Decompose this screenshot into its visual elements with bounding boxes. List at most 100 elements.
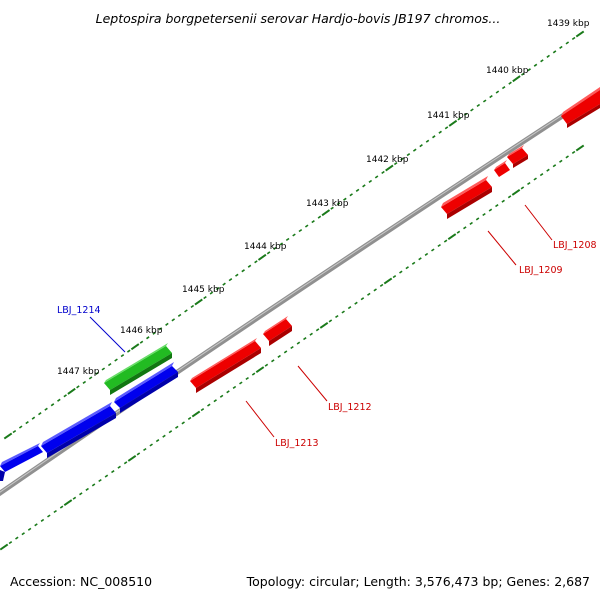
inner-minor-tick	[123, 461, 128, 465]
gene-label-LBJ_1213[interactable]: LBJ_1213	[275, 438, 319, 449]
inner-minor-tick	[27, 527, 32, 531]
inner-minor-tick	[181, 421, 185, 425]
outer-minor-tick	[177, 313, 182, 317]
inner-minor-tick	[463, 226, 467, 230]
inner-minor-tick	[488, 208, 493, 212]
inner-major-tick	[0, 543, 9, 551]
label-connector-LBJ_1212	[297, 365, 328, 402]
inner-minor-tick	[399, 270, 403, 274]
tick-label-1441: 1441 kbp	[427, 111, 470, 121]
gene-blue-1[interactable]	[0, 443, 43, 481]
inner-minor-tick	[539, 173, 544, 177]
inner-minor-tick	[277, 354, 281, 358]
outer-minor-tick	[444, 126, 449, 130]
outer-major-tick	[385, 164, 394, 172]
gene-label-LBJ_1212[interactable]: LBJ_1212	[328, 402, 372, 413]
gene-label-LBJ_1214[interactable]: LBJ_1214	[57, 305, 101, 316]
inner-minor-tick	[347, 306, 352, 310]
outer-minor-tick	[533, 63, 538, 67]
inner-minor-tick	[379, 283, 384, 287]
outer-minor-tick	[463, 112, 468, 116]
outer-minor-tick	[222, 282, 226, 286]
inner-minor-tick	[175, 425, 179, 429]
inner-minor-tick	[226, 390, 230, 394]
inner-minor-tick	[354, 301, 358, 305]
outer-minor-tick	[235, 273, 239, 277]
outer-major-tick	[67, 387, 76, 395]
inner-minor-tick	[424, 252, 429, 256]
outer-minor-tick	[419, 144, 423, 148]
inner-minor-tick	[443, 239, 448, 243]
outer-minor-tick	[31, 416, 36, 420]
inner-minor-tick	[251, 372, 256, 376]
gene-red-LBJ_1208[interactable]	[507, 145, 528, 168]
outer-minor-tick	[304, 224, 309, 228]
outer-major-tick	[448, 119, 458, 127]
gene-red-edge[interactable]	[561, 87, 600, 128]
outer-minor-tick	[476, 103, 481, 108]
outer-minor-tick	[228, 278, 233, 282]
map-title: Leptospira borgpetersenii serovar Hardjo…	[96, 11, 501, 26]
label-connector-LBJ_1209	[487, 230, 517, 266]
outer-minor-tick	[489, 94, 493, 99]
outer-minor-tick	[12, 429, 17, 434]
outer-minor-tick	[114, 358, 118, 362]
inner-major-tick	[383, 277, 393, 285]
inner-minor-tick	[187, 416, 192, 420]
inner-major-tick	[127, 454, 137, 462]
gene-blue-2[interactable]	[41, 402, 116, 458]
inner-minor-tick	[495, 204, 499, 208]
gene-red-small-1[interactable]	[494, 160, 510, 177]
gene-label-LBJ_1209[interactable]: LBJ_1209	[519, 265, 563, 276]
inner-minor-tick	[91, 483, 96, 487]
outer-minor-tick	[355, 188, 360, 192]
inner-minor-tick	[482, 212, 486, 217]
inner-minor-tick	[213, 399, 217, 403]
inner-minor-tick	[507, 195, 512, 199]
inner-minor-tick	[143, 447, 147, 452]
gene-red-LBJ_1209[interactable]	[441, 176, 492, 219]
gene-red-LBJ_1212[interactable]	[263, 316, 292, 346]
outer-minor-tick	[25, 421, 29, 425]
gene-green-LBJ_1214[interactable]	[104, 343, 172, 395]
outer-minor-tick	[190, 304, 195, 309]
inner-minor-tick	[546, 168, 550, 172]
inner-minor-tick	[559, 159, 563, 163]
outer-major-tick	[575, 30, 585, 38]
outer-minor-tick	[559, 45, 563, 49]
inner-minor-tick	[232, 385, 237, 389]
outer-minor-tick	[247, 264, 252, 268]
outer-minor-tick	[438, 130, 442, 134]
outer-minor-tick	[254, 260, 258, 264]
inner-minor-tick	[162, 434, 166, 438]
gene-label-LBJ_1208[interactable]: LBJ_1208	[553, 240, 597, 251]
outer-minor-tick	[139, 340, 144, 344]
outer-minor-tick	[279, 242, 284, 246]
outer-minor-tick	[501, 86, 506, 90]
inner-minor-tick	[200, 408, 205, 412]
outer-minor-tick	[120, 354, 125, 358]
outer-minor-tick	[495, 90, 500, 94]
outer-minor-tick	[527, 68, 531, 72]
inner-minor-tick	[315, 328, 320, 332]
outer-major-tick	[194, 298, 203, 306]
inner-minor-tick	[79, 492, 83, 496]
outer-minor-tick	[330, 206, 334, 210]
gene-blue-3[interactable]	[114, 362, 178, 413]
inner-minor-tick	[290, 345, 294, 350]
outer-minor-tick	[374, 175, 379, 179]
outer-minor-tick	[482, 99, 487, 103]
outer-minor-tick	[521, 72, 525, 76]
inner-minor-tick	[219, 394, 224, 398]
tick-label-1443: 1443 kbp	[306, 199, 349, 209]
inner-minor-tick	[21, 532, 25, 536]
tick-label-1439: 1439 kbp	[547, 19, 590, 29]
label-connector-LBJ_1213	[245, 400, 275, 438]
inner-minor-tick	[520, 186, 525, 190]
gene-red-LBJ_1213[interactable]	[190, 338, 261, 393]
inner-minor-tick	[431, 248, 435, 252]
outer-minor-tick	[540, 59, 544, 63]
tick-label-1447: 1447 kbp	[57, 367, 100, 377]
inner-minor-tick	[367, 292, 371, 296]
